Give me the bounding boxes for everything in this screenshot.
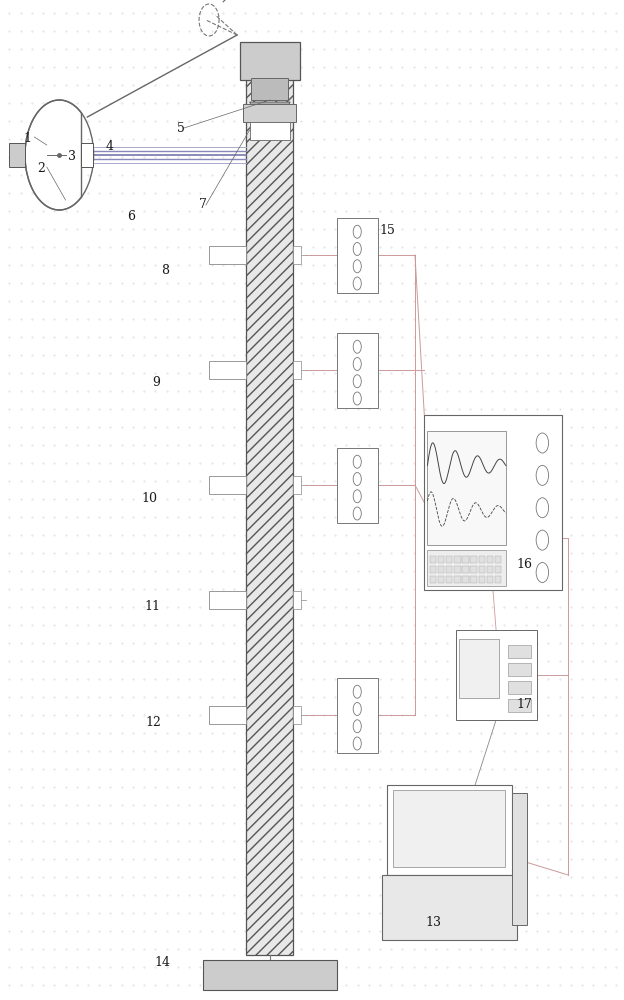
Bar	[337, 448, 378, 522]
Bar	[459, 639, 499, 698]
Bar	[462, 576, 469, 583]
Bar	[337, 218, 378, 292]
Bar	[337, 332, 378, 408]
Bar	[293, 476, 301, 494]
Bar	[495, 566, 501, 573]
Bar	[430, 576, 436, 583]
Bar	[454, 556, 461, 563]
Text: 14: 14	[154, 956, 170, 968]
Polygon shape	[25, 100, 81, 210]
Bar	[424, 415, 562, 590]
Bar	[251, 78, 288, 100]
Bar	[479, 576, 485, 583]
Text: 10: 10	[142, 491, 158, 504]
Bar	[209, 706, 246, 724]
Text: 8: 8	[162, 263, 169, 276]
Bar	[446, 566, 452, 573]
Bar	[250, 122, 290, 140]
Bar	[470, 566, 477, 573]
Bar	[387, 785, 512, 875]
Bar	[508, 663, 531, 676]
Bar	[209, 361, 246, 379]
Bar	[209, 476, 246, 494]
Bar	[293, 246, 301, 264]
Bar	[462, 566, 469, 573]
Bar	[487, 566, 493, 573]
Bar	[438, 566, 444, 573]
Text: 13: 13	[426, 916, 442, 928]
Bar	[479, 556, 485, 563]
Bar	[487, 576, 493, 583]
Bar	[508, 645, 531, 658]
Bar	[430, 566, 436, 573]
Text: 5: 5	[177, 121, 185, 134]
Polygon shape	[250, 102, 290, 108]
Bar	[81, 143, 92, 167]
Text: 2: 2	[37, 161, 45, 174]
Text: 16: 16	[516, 558, 532, 572]
Bar	[454, 566, 461, 573]
Bar	[470, 556, 477, 563]
Bar	[293, 706, 301, 724]
Bar	[293, 361, 301, 379]
Text: 3: 3	[68, 150, 76, 163]
Bar	[430, 556, 436, 563]
Bar	[209, 246, 246, 264]
Text: 15: 15	[379, 224, 395, 236]
Text: 6: 6	[127, 211, 135, 224]
Bar	[438, 556, 444, 563]
Bar	[293, 591, 301, 609]
Bar	[508, 681, 531, 694]
Bar	[393, 790, 505, 867]
Bar	[487, 556, 493, 563]
Text: 12: 12	[145, 716, 161, 728]
Bar	[203, 960, 337, 990]
Bar	[9, 143, 25, 167]
Bar	[495, 576, 501, 583]
Text: 17: 17	[516, 698, 532, 712]
Bar	[446, 556, 452, 563]
Bar	[495, 556, 501, 563]
Bar	[454, 576, 461, 583]
Bar	[337, 678, 378, 753]
Bar	[427, 431, 505, 545]
Text: 7: 7	[199, 198, 207, 212]
Bar	[456, 630, 537, 720]
Bar	[209, 591, 246, 609]
Bar	[479, 566, 485, 573]
Bar	[470, 576, 477, 583]
Text: 4: 4	[105, 140, 113, 153]
Bar	[382, 875, 517, 940]
Bar	[427, 550, 505, 586]
Bar	[243, 104, 296, 122]
Bar	[508, 699, 531, 712]
Bar	[446, 576, 452, 583]
Bar	[246, 45, 293, 955]
Bar	[240, 42, 300, 80]
Bar	[462, 556, 469, 563]
Text: 9: 9	[152, 375, 160, 388]
Text: 11: 11	[145, 600, 161, 613]
Text: 1: 1	[24, 131, 31, 144]
Bar	[438, 576, 444, 583]
Bar	[512, 793, 527, 924]
